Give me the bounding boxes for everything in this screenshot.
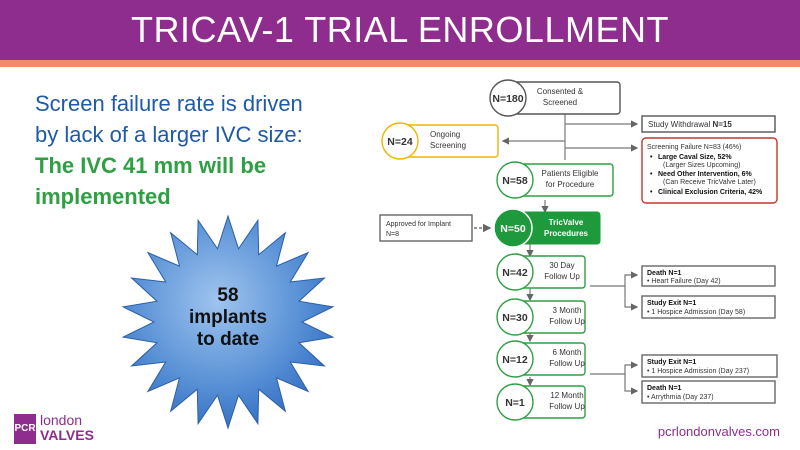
svg-text:Study Withdrawal N=15: Study Withdrawal N=15 bbox=[648, 120, 732, 129]
svg-text:• 1 Hospice Admission (Day 237: • 1 Hospice Admission (Day 237) bbox=[647, 368, 749, 375]
svg-text:TricValve: TricValve bbox=[549, 218, 584, 227]
badge-count: 58 bbox=[217, 285, 239, 306]
followup-12month-node: N=1 12 Month Follow Up bbox=[496, 383, 586, 421]
svg-text:3 Month: 3 Month bbox=[553, 306, 582, 315]
badge-text: 58 implants to date bbox=[118, 285, 338, 351]
ongoing-screening-node: N=24 Ongoing Screening bbox=[381, 122, 499, 160]
svg-text:Approved for Implant: Approved for Implant bbox=[386, 221, 451, 228]
lead-main: Screen failure rate is driven by lack of… bbox=[35, 91, 303, 147]
svg-text:Screened: Screened bbox=[543, 98, 577, 107]
svg-text:N=24: N=24 bbox=[387, 136, 413, 148]
svg-text:Clinical Exclusion Criteria, 4: Clinical Exclusion Criteria, 42% bbox=[658, 189, 763, 196]
footer-url[interactable]: pcrlondonvalves.com bbox=[657, 424, 780, 439]
death-2-node: Death N=1 • Arrythmia (Day 237) bbox=[641, 380, 776, 404]
svg-text:•: • bbox=[650, 189, 653, 196]
svg-text:• 1 Hospice Admission (Day 58): • 1 Hospice Admission (Day 58) bbox=[647, 309, 745, 316]
svg-text:Follow Up: Follow Up bbox=[549, 402, 585, 411]
svg-text:•: • bbox=[650, 171, 653, 178]
svg-text:30 Day: 30 Day bbox=[549, 261, 574, 270]
followup-3month-node: N=30 3 Month Follow Up bbox=[496, 298, 586, 336]
screening-failure-node: Screening Failure N=83 (46%) • Large Cava… bbox=[641, 137, 778, 204]
svg-text:(Larger Sizes Upcoming): (Larger Sizes Upcoming) bbox=[663, 162, 740, 169]
svg-text:Follow Up: Follow Up bbox=[549, 359, 585, 368]
svg-text:12 Month: 12 Month bbox=[550, 391, 583, 400]
svg-text:N=1: N=1 bbox=[505, 397, 525, 409]
svg-text:N=58: N=58 bbox=[502, 175, 528, 187]
followup-30day-node: N=42 30 Day Follow Up bbox=[496, 253, 586, 291]
title-accent-stripe bbox=[0, 60, 800, 67]
consented-node: N=180 Consented & Screened bbox=[489, 79, 621, 117]
svg-text:Study Exit N=1: Study Exit N=1 bbox=[647, 359, 696, 366]
svg-text:Consented &: Consented & bbox=[537, 87, 584, 96]
lead-text: Screen failure rate is driven by lack of… bbox=[35, 88, 315, 212]
slide-title: TRICAV-1 TRIAL ENROLLMENT bbox=[131, 9, 669, 50]
starburst-badge bbox=[121, 214, 335, 430]
svg-text:Death N=1: Death N=1 bbox=[647, 385, 682, 392]
study-exit-2-node: Study Exit N=1 • 1 Hospice Admission (Da… bbox=[641, 354, 778, 378]
svg-text:N=8: N=8 bbox=[386, 231, 399, 238]
svg-text:N=180: N=180 bbox=[492, 93, 523, 105]
svg-text:(Can Receive TricValve Later): (Can Receive TricValve Later) bbox=[663, 179, 756, 186]
approved-node: Approved for Implant N=8 bbox=[379, 214, 473, 242]
svg-text:N=12: N=12 bbox=[502, 354, 528, 366]
svg-text:for Procedure: for Procedure bbox=[546, 180, 595, 189]
study-exit-1-node: Study Exit N=1 • 1 Hospice Admission (Da… bbox=[641, 295, 776, 319]
svg-text:N=50: N=50 bbox=[500, 223, 526, 235]
eligible-node: N=58 Patients Eligible for Procedure bbox=[496, 161, 614, 199]
svg-text:6 Month: 6 Month bbox=[553, 348, 582, 357]
pcr-logo-mark: PCR bbox=[14, 414, 36, 444]
svg-text:•: • bbox=[650, 154, 653, 161]
svg-text:Study Exit N=1: Study Exit N=1 bbox=[647, 300, 696, 307]
svg-text:N=42: N=42 bbox=[502, 267, 528, 279]
svg-text:Patients Eligible: Patients Eligible bbox=[542, 169, 599, 178]
title-bar bbox=[0, 0, 800, 60]
badge-line3: to date bbox=[196, 329, 260, 350]
svg-text:Need Other Intervention, 6%: Need Other Intervention, 6% bbox=[658, 171, 753, 178]
lead-highlight: The IVC 41 mm will be implemented bbox=[35, 153, 267, 209]
svg-text:Ongoing: Ongoing bbox=[430, 130, 460, 139]
svg-text:• Arrythmia (Day 237): • Arrythmia (Day 237) bbox=[647, 394, 714, 401]
svg-text:Large Caval Size, 52%: Large Caval Size, 52% bbox=[658, 154, 732, 161]
svg-text:N=30: N=30 bbox=[502, 312, 528, 324]
svg-text:Death N=1: Death N=1 bbox=[647, 270, 682, 277]
procedures-node: N=50 TricValve Procedures bbox=[493, 208, 601, 248]
withdrawal-node: Study Withdrawal N=15 bbox=[641, 115, 776, 133]
flow-connectors bbox=[501, 114, 639, 395]
svg-text:• Heart Failure (Day 42): • Heart Failure (Day 42) bbox=[647, 278, 721, 285]
svg-text:Follow Up: Follow Up bbox=[544, 272, 580, 281]
svg-text:Screening: Screening bbox=[430, 141, 466, 150]
logo-line2: VALVES bbox=[40, 427, 94, 443]
death-1-node: Death N=1 • Heart Failure (Day 42) bbox=[641, 265, 776, 287]
logo-line1: london bbox=[40, 412, 83, 428]
badge-line2: implants bbox=[188, 307, 268, 328]
svg-text:Procedures: Procedures bbox=[544, 229, 589, 238]
svg-text:Follow Up: Follow Up bbox=[549, 317, 585, 326]
svg-text:Screening Failure N=83 (46%): Screening Failure N=83 (46%) bbox=[647, 144, 741, 151]
followup-6month-node: N=12 6 Month Follow Up bbox=[496, 340, 586, 378]
